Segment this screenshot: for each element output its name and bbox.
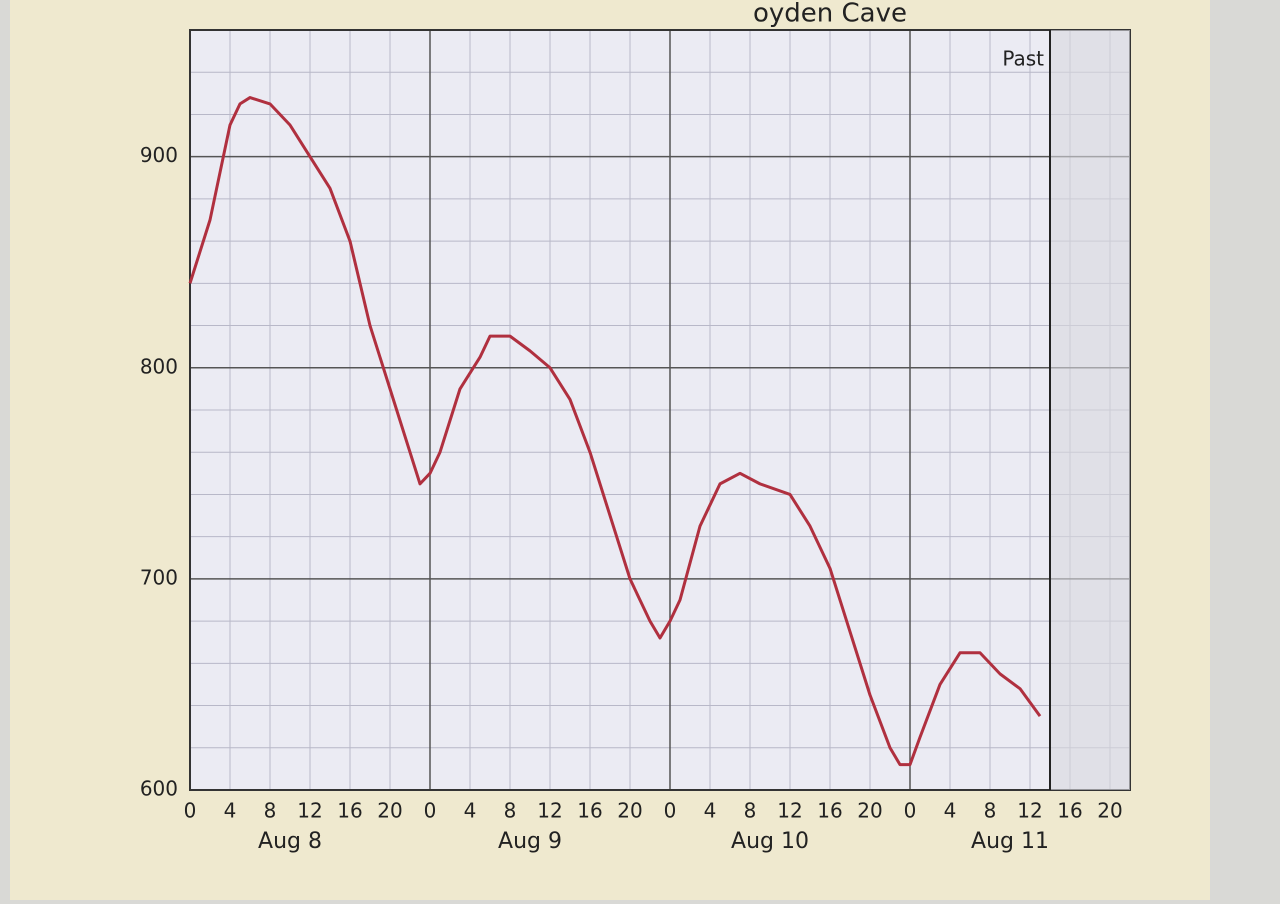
data-line xyxy=(188,96,1042,767)
day-label: Aug 11 xyxy=(971,829,1049,854)
x-tick-label: 16 xyxy=(817,799,842,823)
x-tick-label: 20 xyxy=(377,799,402,823)
x-tick-label: 4 xyxy=(704,799,717,823)
chart-title: oyden Cave xyxy=(753,0,907,29)
y-tick-label: 800 xyxy=(140,354,178,378)
x-tick-label: 16 xyxy=(1057,799,1082,823)
x-tick-label: 4 xyxy=(464,799,477,823)
x-tick-label: 12 xyxy=(537,799,562,823)
day-label: Aug 8 xyxy=(258,829,322,854)
x-tick-label: 20 xyxy=(1097,799,1122,823)
y-tick-label: 700 xyxy=(140,565,178,589)
x-tick-label: 4 xyxy=(224,799,237,823)
y-tick-label: 600 xyxy=(140,777,178,801)
x-tick-label: 0 xyxy=(904,799,917,823)
day-label: Aug 9 xyxy=(498,829,562,854)
annotation: Past xyxy=(1002,47,1044,71)
x-tick-label: 12 xyxy=(1017,799,1042,823)
x-tick-label: 8 xyxy=(984,799,997,823)
x-tick-label: 8 xyxy=(264,799,277,823)
x-tick-label: 0 xyxy=(424,799,437,823)
x-tick-label: 20 xyxy=(617,799,642,823)
x-tick-label: 20 xyxy=(857,799,882,823)
day-label: Aug 10 xyxy=(731,829,809,854)
past-region xyxy=(1050,30,1130,790)
x-tick-label: 0 xyxy=(184,799,197,823)
y-tick-label: 900 xyxy=(140,143,178,167)
x-tick-label: 8 xyxy=(744,799,757,823)
x-tick-label: 0 xyxy=(664,799,677,823)
x-tick-label: 12 xyxy=(297,799,322,823)
x-tick-label: 4 xyxy=(944,799,957,823)
x-tick-label: 16 xyxy=(337,799,362,823)
x-tick-label: 8 xyxy=(504,799,517,823)
x-tick-label: 16 xyxy=(577,799,602,823)
x-tick-label: 12 xyxy=(777,799,802,823)
